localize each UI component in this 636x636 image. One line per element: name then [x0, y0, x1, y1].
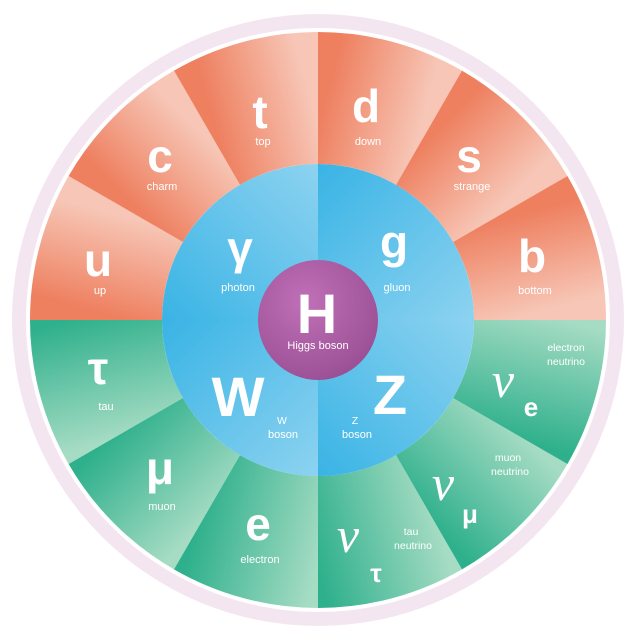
- lepton-sub-electron-neutrino: e: [524, 392, 538, 422]
- lepton-labels: τ tau μ muon e electron ν τ tau neutrino…: [88, 342, 585, 588]
- quark-sector-strange[interactable]: [396, 70, 568, 242]
- lepton-name1-muon-neutrino: muon: [495, 452, 521, 464]
- lepton-name2-electron-neutrino: neutrino: [547, 356, 585, 368]
- lepton-sector-electron-neutrino[interactable]: [453, 320, 606, 464]
- quark-name-charm: charm: [147, 181, 178, 193]
- quark-symbol-top: t: [252, 86, 267, 138]
- lepton-name2-tau-neutrino: neutrino: [394, 540, 432, 552]
- boson-name1-w: W: [277, 415, 287, 427]
- quark-sector-bottom[interactable]: [453, 176, 606, 320]
- lepton-name-electron: electron: [240, 554, 279, 566]
- quark-symbol-strange: s: [456, 130, 482, 182]
- quark-sectors: [30, 31, 606, 320]
- lepton-symbol-electron: e: [245, 498, 271, 550]
- lepton-sector-electron[interactable]: [174, 455, 318, 608]
- lepton-name2-muon-neutrino: neutrino: [491, 466, 529, 478]
- boson-name-photon: photon: [221, 282, 255, 294]
- boson-symbol-photon: γ: [227, 222, 253, 274]
- lepton-sub-muon-neutrino: μ: [462, 499, 478, 529]
- quark-sector-top[interactable]: [174, 31, 318, 185]
- quark-name-strange: strange: [454, 181, 491, 193]
- lepton-sector-tau-neutrino[interactable]: [318, 455, 462, 608]
- higgs-circle[interactable]: [258, 260, 378, 380]
- lepton-sector-muon-neutrino[interactable]: [396, 398, 568, 570]
- boson-symbol-w: W: [212, 365, 265, 428]
- boson-name1-z: Z: [352, 415, 359, 427]
- boson-labels: γ photon g gluon W W boson Z Z boson: [212, 216, 411, 441]
- lepton-sector-muon[interactable]: [68, 398, 240, 570]
- lepton-symbol-tau-neutrino: ν: [337, 507, 360, 563]
- quark-name-up: up: [94, 285, 106, 297]
- higgs-name: Higgs boson: [287, 340, 348, 352]
- lepton-name-muon: muon: [148, 501, 176, 513]
- quark-symbol-up: u: [84, 234, 112, 286]
- quark-name-top: top: [255, 136, 270, 148]
- lepton-symbol-muon: μ: [146, 442, 174, 494]
- boson-symbol-z: Z: [373, 363, 407, 426]
- lepton-symbol-electron-neutrino: ν: [492, 352, 515, 408]
- lepton-name1-tau-neutrino: tau: [404, 526, 419, 538]
- quark-symbol-charm: c: [147, 130, 173, 182]
- quark-labels: u up c charm t top d down s strange b bo…: [84, 80, 552, 297]
- quark-sector-charm[interactable]: [68, 70, 240, 242]
- boson-name2-w: boson: [268, 429, 298, 441]
- lepton-name1-electron-neutrino: electron: [547, 342, 585, 354]
- lepton-sector-tau[interactable]: [30, 320, 183, 464]
- lepton-symbol-tau: τ: [88, 342, 109, 394]
- lepton-name-tau: tau: [98, 401, 113, 413]
- higgs-symbol: H: [297, 282, 337, 345]
- quark-symbol-down: d: [352, 80, 380, 132]
- quark-sector-down[interactable]: [318, 32, 462, 185]
- boson-symbol-gluon: g: [380, 216, 408, 268]
- lepton-symbol-muon-neutrino: ν: [432, 455, 455, 511]
- quark-name-down: down: [355, 136, 381, 148]
- boson-name2-z: boson: [342, 429, 372, 441]
- lepton-sectors: [30, 320, 606, 608]
- quark-sector-up[interactable]: [30, 176, 183, 320]
- quark-symbol-bottom: b: [518, 230, 546, 282]
- lepton-sub-tau-neutrino: τ: [370, 558, 382, 588]
- quark-name-bottom: bottom: [518, 285, 552, 297]
- boson-name-gluon: gluon: [384, 282, 411, 294]
